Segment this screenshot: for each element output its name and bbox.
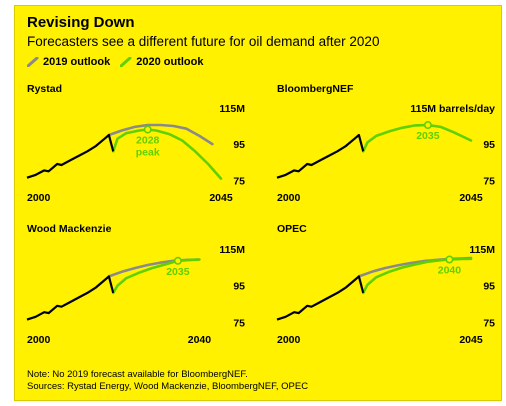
- x-tick-label-end: 2040: [188, 334, 212, 346]
- panel-title: Rystad: [27, 83, 62, 95]
- chart-card: Revising Down Forecasters see a differen…: [14, 5, 502, 401]
- series-2019-line: [107, 123, 214, 146]
- x-tick-label-start: 2000: [277, 192, 301, 204]
- y-tick-label: 75: [233, 175, 245, 187]
- history-line: [276, 133, 365, 179]
- panel-title: Wood Mackenzie: [27, 223, 112, 235]
- y-tick-label: 115M: [469, 244, 495, 256]
- y-tick-label: 95: [483, 139, 495, 151]
- y-tick-label: 95: [233, 281, 245, 293]
- history-line: [26, 133, 115, 179]
- chart-subtitle: Forecasters see a different future for o…: [27, 34, 380, 49]
- x-tick-label-end: 2045: [209, 192, 233, 204]
- footnote-sources: Sources: Rystad Energy, Wood Mackenzie, …: [27, 381, 309, 392]
- series-2020-line: [111, 258, 201, 295]
- y-tick-label: 115M barrels/day: [410, 103, 495, 115]
- series-2020-line: [111, 128, 223, 180]
- x-tick-label-start: 2000: [27, 334, 51, 346]
- panel-title: BloombergNEF: [277, 83, 354, 95]
- series-2020-line: [361, 123, 473, 153]
- peak-marker: [143, 125, 152, 134]
- legend-item-2020: 2020 outlook: [120, 56, 204, 68]
- x-tick-label-end: 2045: [459, 334, 483, 346]
- annotation-label-2: peak: [136, 147, 160, 159]
- legend: 2019 outlook 2020 outlook: [27, 56, 204, 68]
- legend-swatch-2020-icon: [120, 57, 132, 67]
- peak-marker: [445, 255, 454, 264]
- annotation-label: 2040: [438, 264, 462, 276]
- history-line: [26, 275, 115, 321]
- panel-2: Wood Mackenzie 115M 95 75 2000 2040 2035: [26, 223, 245, 346]
- panel-1: BloombergNEF 115M barrels/day 95 75 2000 2045…: [276, 83, 495, 204]
- annotation-label: 2028: [136, 135, 160, 147]
- chart-title: Revising Down: [27, 14, 135, 31]
- legend-swatch-2019-icon: [27, 57, 39, 67]
- panel-title: OPEC: [277, 223, 307, 235]
- panel-3: OPEC 115M 95 75 2000 2045 2040: [276, 223, 495, 346]
- annotation-label: 2035: [166, 266, 190, 278]
- y-tick-label: 95: [233, 139, 245, 151]
- legend-label-2020: 2020 outlook: [136, 56, 204, 68]
- y-tick-label: 95: [483, 281, 495, 293]
- y-tick-label: 75: [233, 317, 245, 329]
- x-tick-label-start: 2000: [27, 192, 51, 204]
- legend-item-2019: 2019 outlook: [27, 56, 110, 68]
- annotation-label: 2035: [416, 130, 440, 142]
- peak-marker: [173, 256, 182, 265]
- series-2020-line: [361, 257, 473, 295]
- footnote: Note: No 2019 forecast available for Blo…: [27, 369, 308, 393]
- y-tick-label: 115M: [219, 244, 245, 256]
- legend-label-2019: 2019 outlook: [43, 56, 111, 68]
- footnote-note: Note: No 2019 forecast available for Blo…: [27, 369, 248, 380]
- y-tick-label: 115M: [219, 103, 245, 115]
- history-line: [276, 275, 365, 321]
- y-tick-label: 75: [483, 317, 495, 329]
- y-tick-label: 75: [483, 175, 495, 187]
- x-tick-label-start: 2000: [277, 334, 301, 346]
- x-tick-label-end: 2045: [459, 192, 483, 204]
- peak-marker: [423, 121, 432, 130]
